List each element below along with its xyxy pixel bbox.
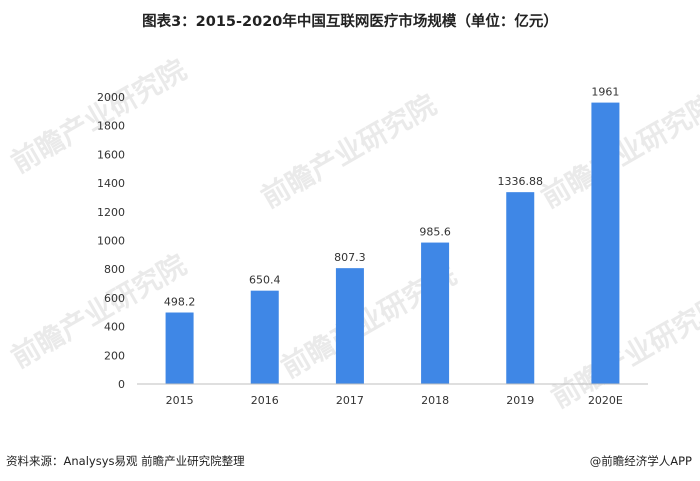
x-axis-ticks: 2015 2016 2017 2018 2019 2020E [166, 394, 623, 407]
y-tick-label: 0 [118, 378, 125, 391]
y-tick-label: 1200 [97, 206, 125, 219]
y-tick-label: 1400 [97, 177, 125, 190]
bar [165, 312, 194, 384]
y-tick-label: 400 [104, 321, 125, 334]
bar-value-label: 498.2 [164, 296, 196, 309]
bar [591, 102, 620, 384]
bar-value-label: 1336.88 [498, 175, 544, 188]
y-tick-label: 2000 [97, 91, 125, 104]
x-tick-label: 2020E [588, 394, 623, 407]
bars [165, 102, 620, 384]
source-note: 资料来源：Analysys易观 前瞻产业研究院整理 [6, 454, 245, 468]
x-tick-label: 2015 [166, 394, 194, 407]
y-tick-label: 1000 [97, 235, 125, 248]
value-labels: 498.2 650.4 807.3 985.6 1336.88 1961 [164, 86, 620, 309]
bar-value-label: 985.6 [419, 226, 451, 239]
x-tick-label: 2018 [421, 394, 449, 407]
brand-note: @前瞻经济学人APP [589, 454, 692, 468]
bar [335, 268, 364, 384]
x-tick-label: 2019 [506, 394, 534, 407]
bar-value-label: 1961 [591, 86, 619, 99]
bar [421, 242, 450, 384]
y-axis-ticks: 0 200 400 600 800 1000 1200 1400 1600 1800 2000 [97, 91, 125, 391]
y-tick-label: 1600 [97, 148, 125, 161]
y-tick-label: 200 [104, 349, 125, 362]
bar-value-label: 650.4 [249, 274, 281, 287]
bar-value-label: 807.3 [334, 251, 366, 264]
bar [250, 290, 279, 384]
chart-title: 图表3：2015-2020年中国互联网医疗市场规模（单位：亿元） [142, 14, 558, 30]
x-tick-label: 2017 [336, 394, 364, 407]
bar [506, 192, 535, 384]
y-tick-label: 800 [104, 263, 125, 276]
x-tick-label: 2016 [251, 394, 279, 407]
y-tick-label: 1800 [97, 120, 125, 133]
y-tick-label: 600 [104, 292, 125, 305]
